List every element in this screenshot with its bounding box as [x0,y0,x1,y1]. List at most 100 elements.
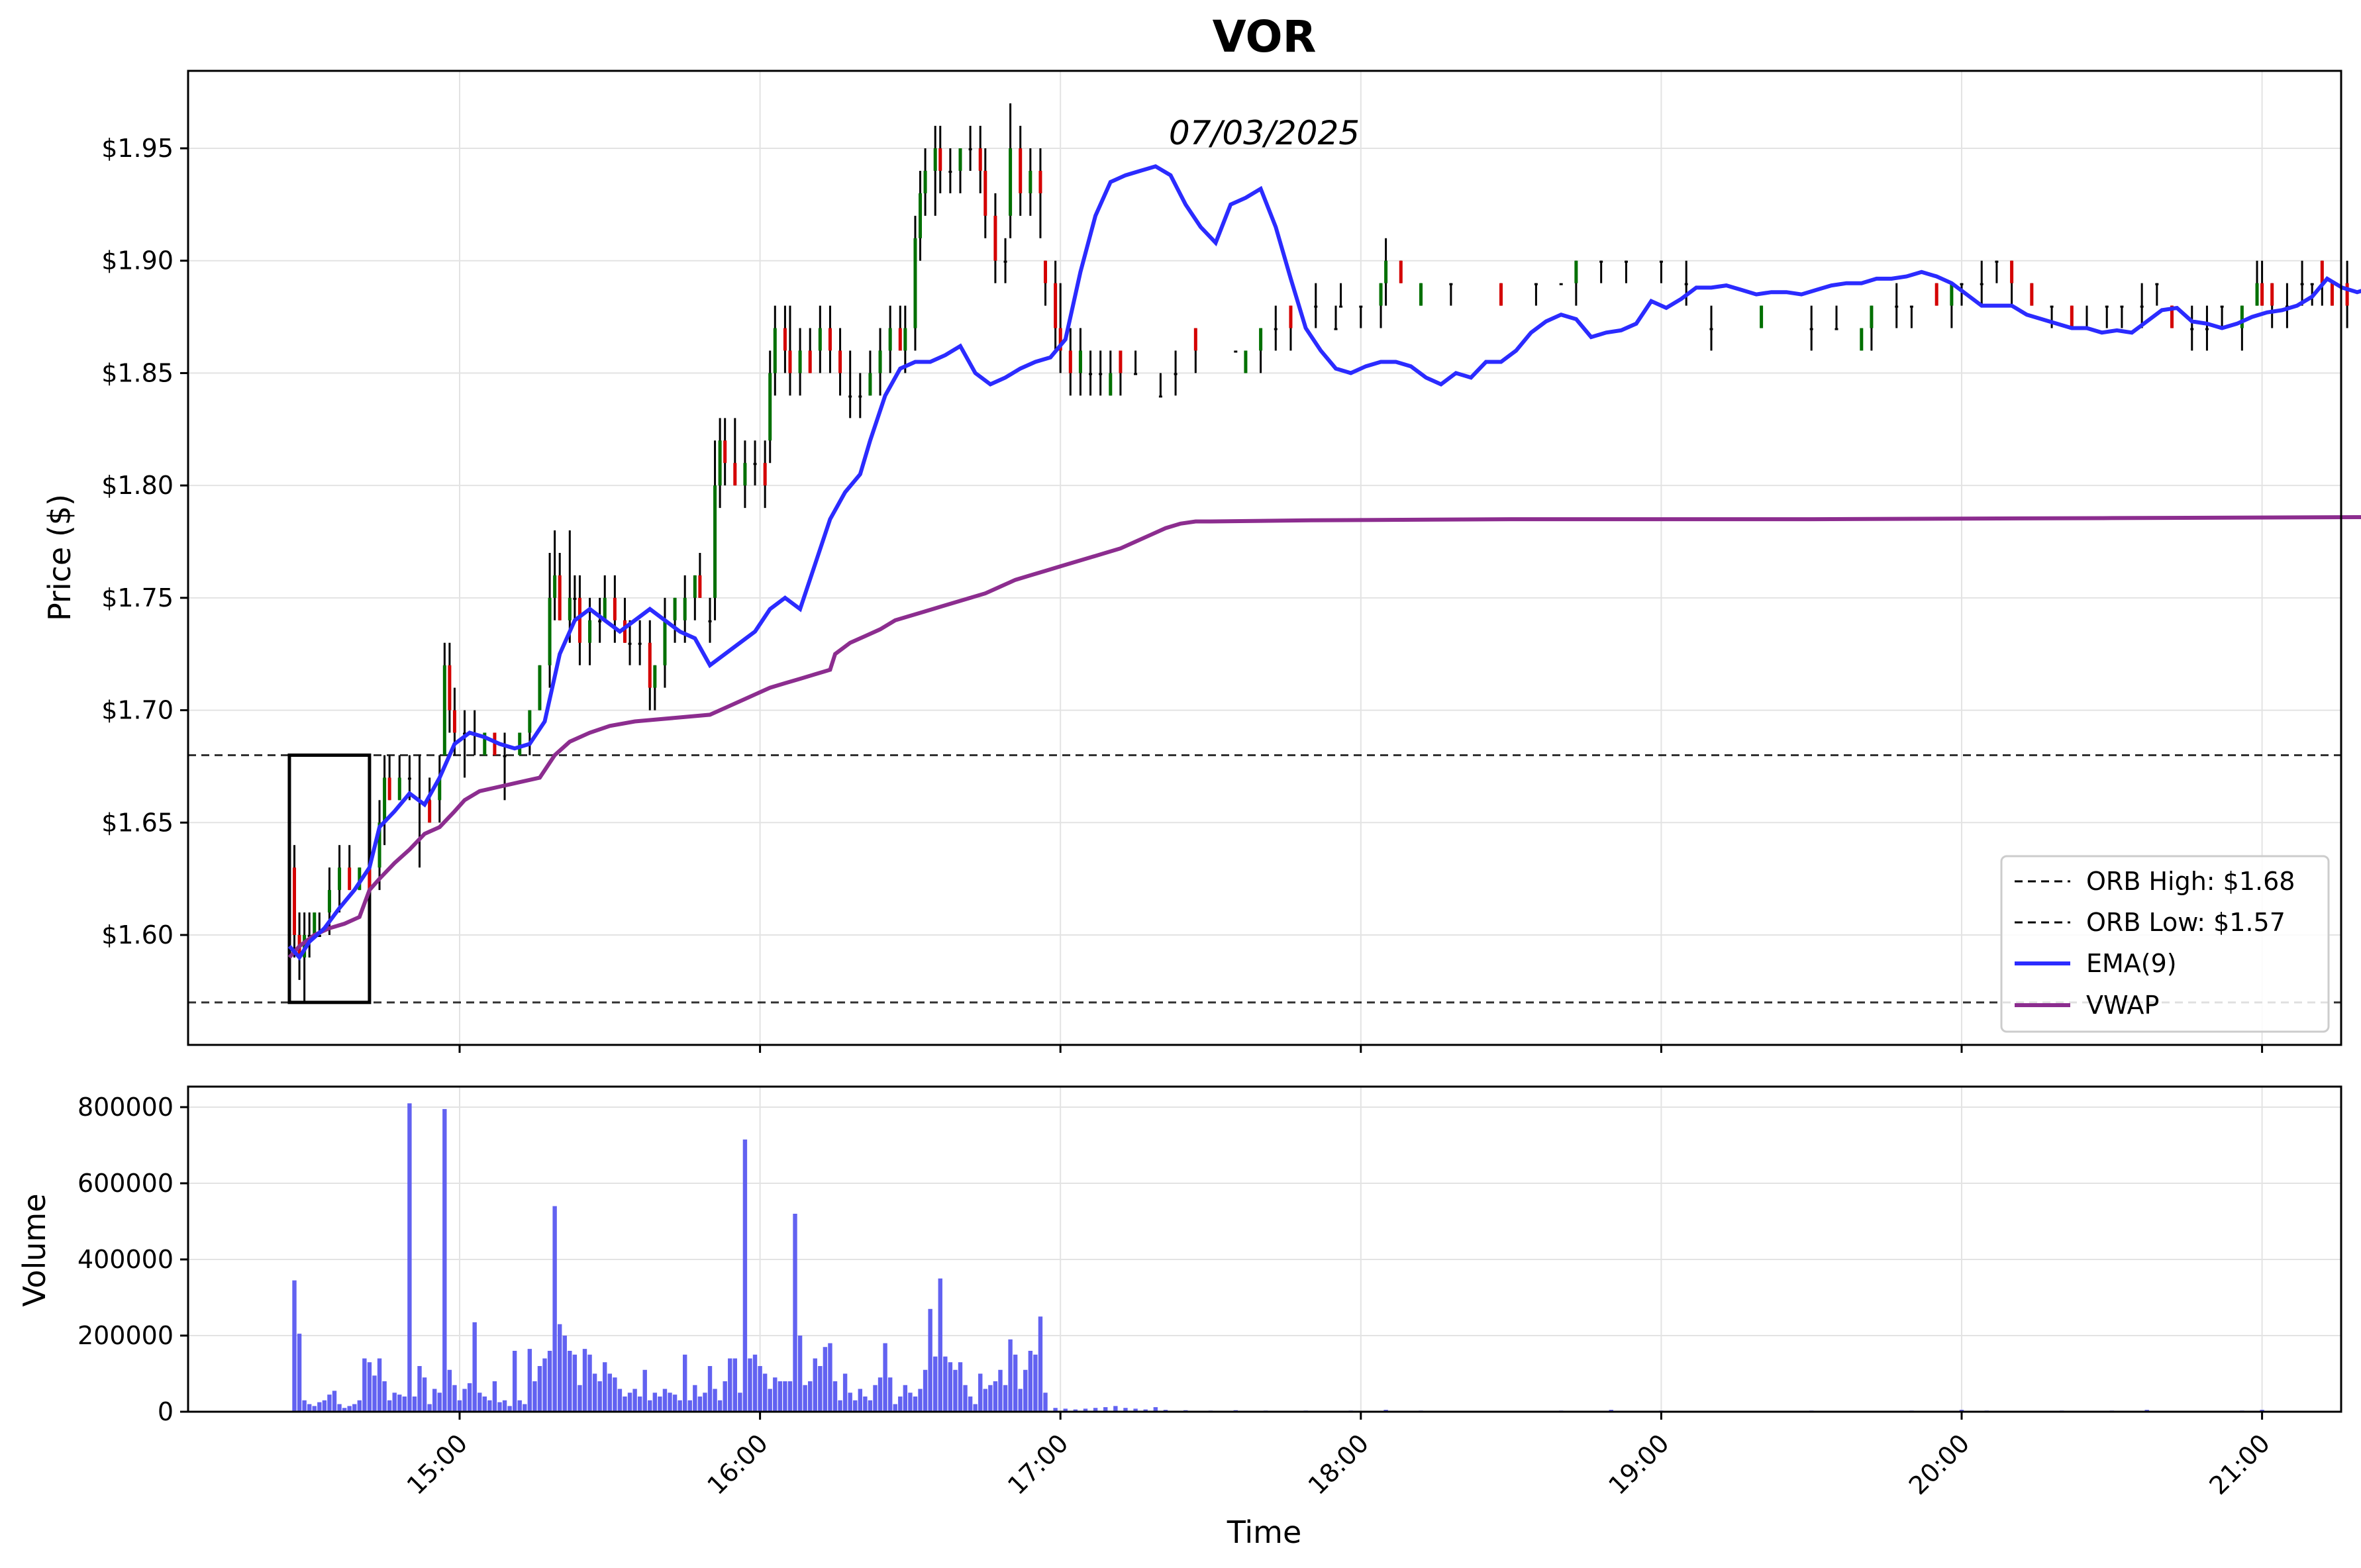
volume-bar [412,1396,417,1412]
volume-bar [502,1400,507,1412]
candle-body [1870,305,1874,328]
candle-body [1259,328,1263,351]
price-y-tick-label: $1.75 [101,583,174,612]
volume-bar [858,1389,862,1412]
volume-bar [568,1351,572,1412]
volume-bar [773,1377,778,1412]
candle-body [588,620,592,643]
volume-bar [732,1358,737,1412]
candle-body [933,148,937,171]
volume-bar [948,1362,953,1412]
candle-body [307,935,311,937]
volume-bar [637,1396,642,1412]
candle-body [2330,283,2334,306]
candle-body [718,440,722,486]
candle-body [1895,305,1899,308]
candle-body [1029,170,1032,193]
candle-body [548,597,552,665]
volume-bar [527,1349,532,1412]
candle-body [878,350,882,373]
candle-body [1068,350,1072,373]
candle-body [613,597,617,620]
candle-body [1359,305,1363,308]
candle-body [623,620,627,643]
volume-bar [537,1366,542,1412]
volume-bar [407,1103,412,1412]
volume-bar [808,1381,813,1412]
candle-body [387,777,391,801]
time-axis-label: Time [1227,1514,1302,1550]
candle-body [1244,350,1248,373]
volume-bars [292,1103,2340,1412]
price-y-tick-label: $1.95 [101,134,174,163]
legend-ema: EMA(9) [2086,949,2177,978]
volume-bar [713,1389,717,1412]
candle-body [958,148,962,171]
volume-bar [933,1356,938,1412]
volume-bar [392,1393,397,1412]
candle-body [1314,305,1318,308]
volume-bar [1033,1354,1038,1412]
candle-body [798,350,802,373]
candle-body [648,642,652,688]
volume-bar [998,1369,1003,1412]
candle-body [978,148,982,171]
volume-bar [462,1389,467,1412]
volume-bar [432,1389,437,1412]
volume-bar [1093,1408,1098,1412]
volume-y-tick-label: 800000 [77,1093,174,1122]
volume-bar [1038,1316,1043,1412]
candle-body [1950,283,1954,306]
candle-body [663,620,667,665]
price-y-tick-label: $1.70 [101,696,174,725]
candle-body [673,597,677,620]
volume-y-tick-label: 200000 [77,1321,174,1350]
candle-body [503,755,507,758]
price-x-tickmarks [458,1045,2264,1053]
volume-bar [1073,1409,1078,1412]
candle-body [2300,283,2304,285]
volume-bar [1143,1409,1148,1412]
volume-bar [868,1400,873,1412]
candle-body [1834,328,1838,330]
candle-body [773,328,777,373]
candle-body [1158,395,1162,398]
candle-body [2270,283,2274,306]
price-y-tick-label: $1.85 [101,358,174,387]
volume-bar [823,1347,828,1412]
volume-bar [558,1324,562,1412]
volume-bar [1133,1408,1138,1412]
price-axis-label: Price ($) [42,494,77,621]
candle-body [783,328,787,351]
candle-body [452,710,456,733]
candle-body [763,463,767,486]
candle-body [1934,283,1938,306]
volume-bar [748,1358,752,1412]
candle-body [338,867,342,891]
volume-bar [938,1278,942,1412]
volume-bar [988,1385,993,1412]
volume-bar [898,1396,903,1412]
volume-bar [953,1369,958,1412]
candle-body [1234,350,1238,353]
candle-body [2220,305,2224,308]
volume-bar [687,1400,692,1412]
candle-body [2070,305,2074,328]
volume-bar [973,1404,978,1412]
candle-body [698,575,702,598]
vwap-line [287,514,2361,959]
volume-bar [477,1393,482,1412]
candle-body [1860,328,1864,351]
volume-bar [397,1395,402,1412]
candle-body [858,395,862,398]
candle-body [1044,260,1048,283]
volume-bar [878,1377,883,1412]
candle-body [983,170,987,216]
volume-bar [658,1396,662,1412]
volume-bar [923,1369,928,1412]
candle-body [293,867,297,935]
volume-bar [768,1389,772,1412]
candle-body [1709,328,1713,330]
volume-bar [958,1362,963,1412]
volume-bar [482,1396,487,1412]
